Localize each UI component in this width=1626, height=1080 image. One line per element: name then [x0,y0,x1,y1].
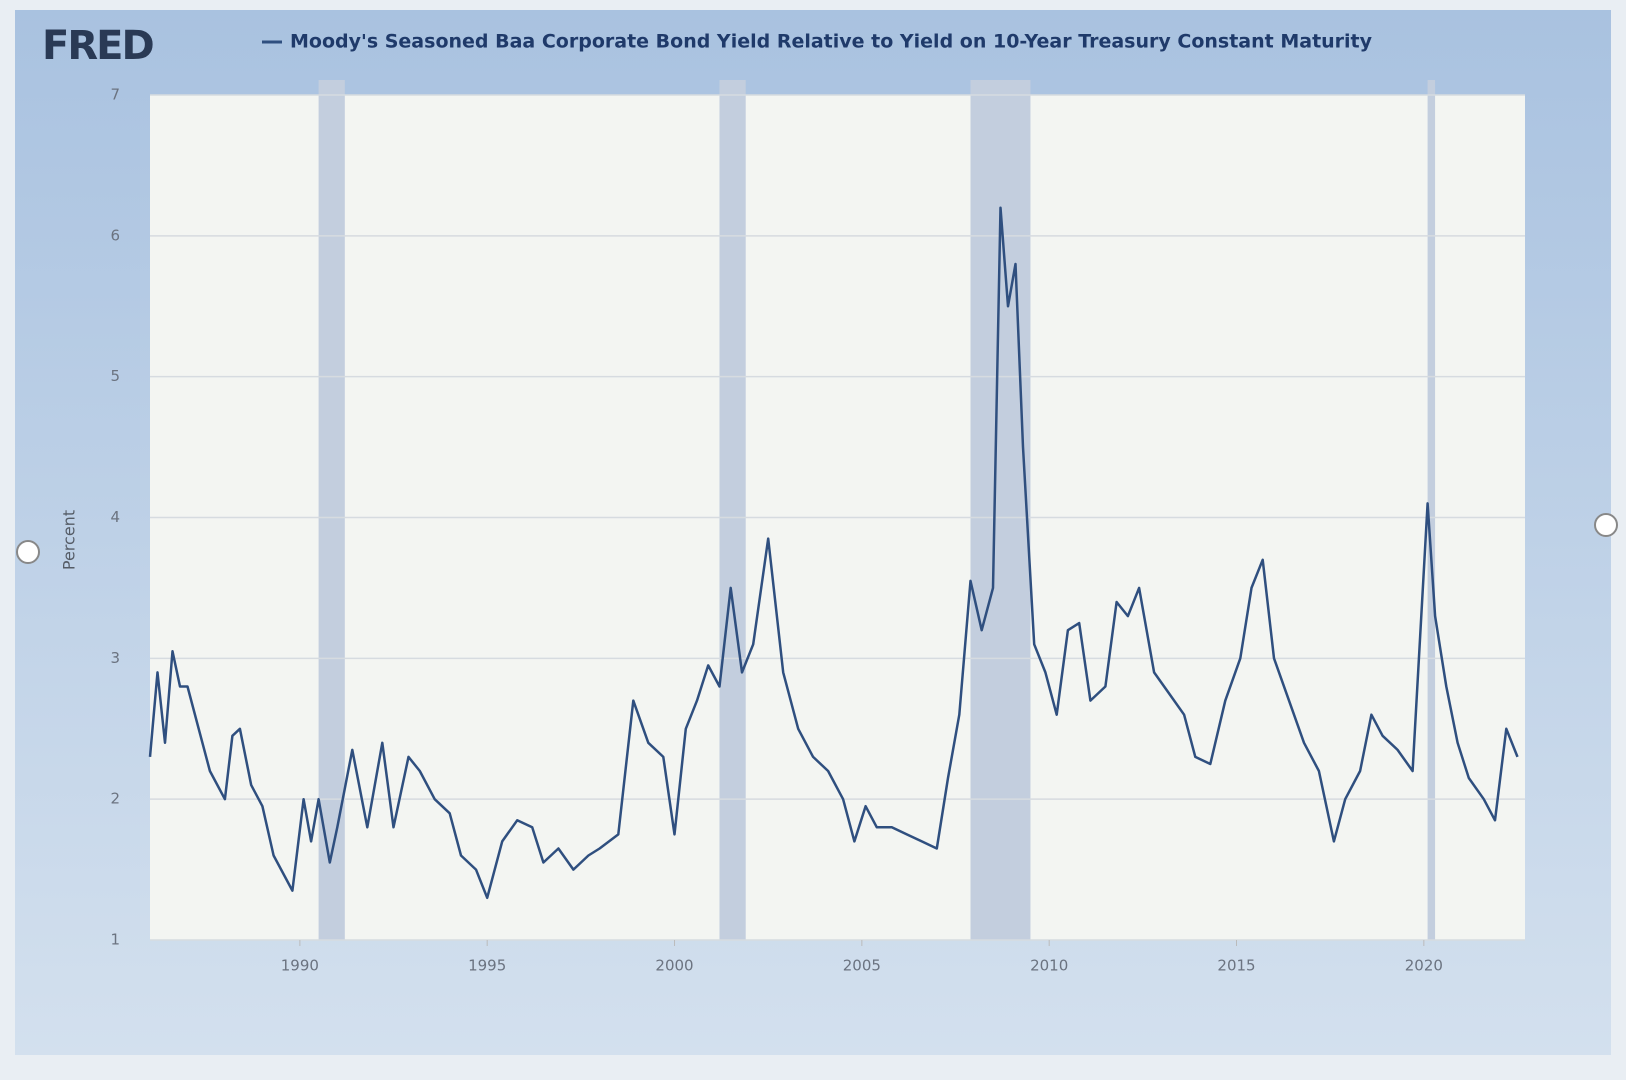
recession-band [318,80,345,940]
recession-band [719,80,746,940]
x-tick-label: 2015 [1217,957,1255,975]
y-tick-label: 3 [110,649,120,667]
y-tick-label: 5 [110,367,120,385]
handle[interactable] [1594,513,1618,537]
x-tick-label: 2000 [655,957,693,975]
handle[interactable] [16,540,40,564]
x-tick-label: 1995 [468,957,506,975]
series-line [148,206,1519,900]
recession-band [1427,80,1436,940]
chart-title: Moody's Seasoned Baa Corporate Bond Yiel… [290,31,1373,53]
y-tick-label: 1 [110,931,120,949]
x-tick-label: 2020 [1405,957,1443,975]
y-axis-label: Percent [60,510,79,570]
logo: FRED [42,23,153,69]
y-tick-label: 6 [110,226,120,244]
y-tick-label: 4 [110,508,120,526]
x-tick-label: 2010 [1030,957,1068,975]
x-tick-label: 2005 [843,957,881,975]
y-tick-label: 2 [110,790,120,808]
x-tick-label: 1990 [281,957,319,975]
y-tick-label: 7 [110,86,120,104]
